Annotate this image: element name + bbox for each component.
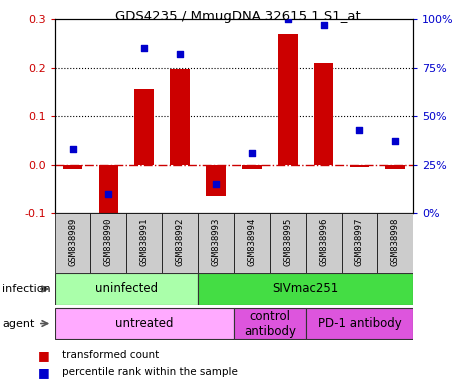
Text: infection: infection [2,284,51,294]
Text: GSM838995: GSM838995 [283,218,292,266]
Point [212,181,220,187]
Bar [91,213,126,273]
Text: PD-1 antibody: PD-1 antibody [318,317,401,330]
Text: GSM838990: GSM838990 [104,218,113,266]
Bar [314,63,333,165]
Point [284,16,292,22]
Bar [242,165,262,169]
Bar [306,308,413,339]
Bar [206,165,226,196]
Bar [55,213,91,273]
Point [391,138,399,144]
Bar [198,273,413,305]
Point [248,150,256,156]
Bar [270,213,306,273]
Text: control
antibody: control antibody [244,310,296,338]
Bar [126,213,162,273]
Text: ■: ■ [38,366,50,379]
Text: GDS4235 / MmugDNA.32615.1.S1_at: GDS4235 / MmugDNA.32615.1.S1_at [114,10,361,23]
Text: ■: ■ [38,349,50,362]
Bar [134,89,154,165]
Text: GSM838997: GSM838997 [355,218,364,266]
Point [320,22,327,28]
Point [104,190,112,197]
Text: GSM838994: GSM838994 [247,218,257,266]
Text: GSM838991: GSM838991 [140,218,149,266]
Bar [55,308,234,339]
Text: GSM838996: GSM838996 [319,218,328,266]
Bar [306,213,342,273]
Bar [278,34,298,165]
Bar [234,308,306,339]
Text: agent: agent [2,318,35,329]
Text: GSM838993: GSM838993 [211,218,220,266]
Text: GSM838992: GSM838992 [176,218,185,266]
Text: percentile rank within the sample: percentile rank within the sample [62,367,238,377]
Bar [162,213,198,273]
Bar [55,273,198,305]
Bar [234,213,270,273]
Bar [378,213,413,273]
Point [356,127,363,133]
Point [141,45,148,51]
Text: transformed count: transformed count [62,350,159,360]
Bar [198,213,234,273]
Bar [98,165,118,215]
Bar [342,213,378,273]
Bar [385,165,405,169]
Text: GSM838989: GSM838989 [68,218,77,266]
Text: GSM838998: GSM838998 [391,218,400,266]
Bar [350,165,370,167]
Bar [63,165,83,169]
Text: uninfected: uninfected [95,283,158,295]
Point [69,146,76,152]
Bar [170,69,190,165]
Text: SIVmac251: SIVmac251 [273,283,339,295]
Point [176,51,184,57]
Text: untreated: untreated [115,317,173,330]
